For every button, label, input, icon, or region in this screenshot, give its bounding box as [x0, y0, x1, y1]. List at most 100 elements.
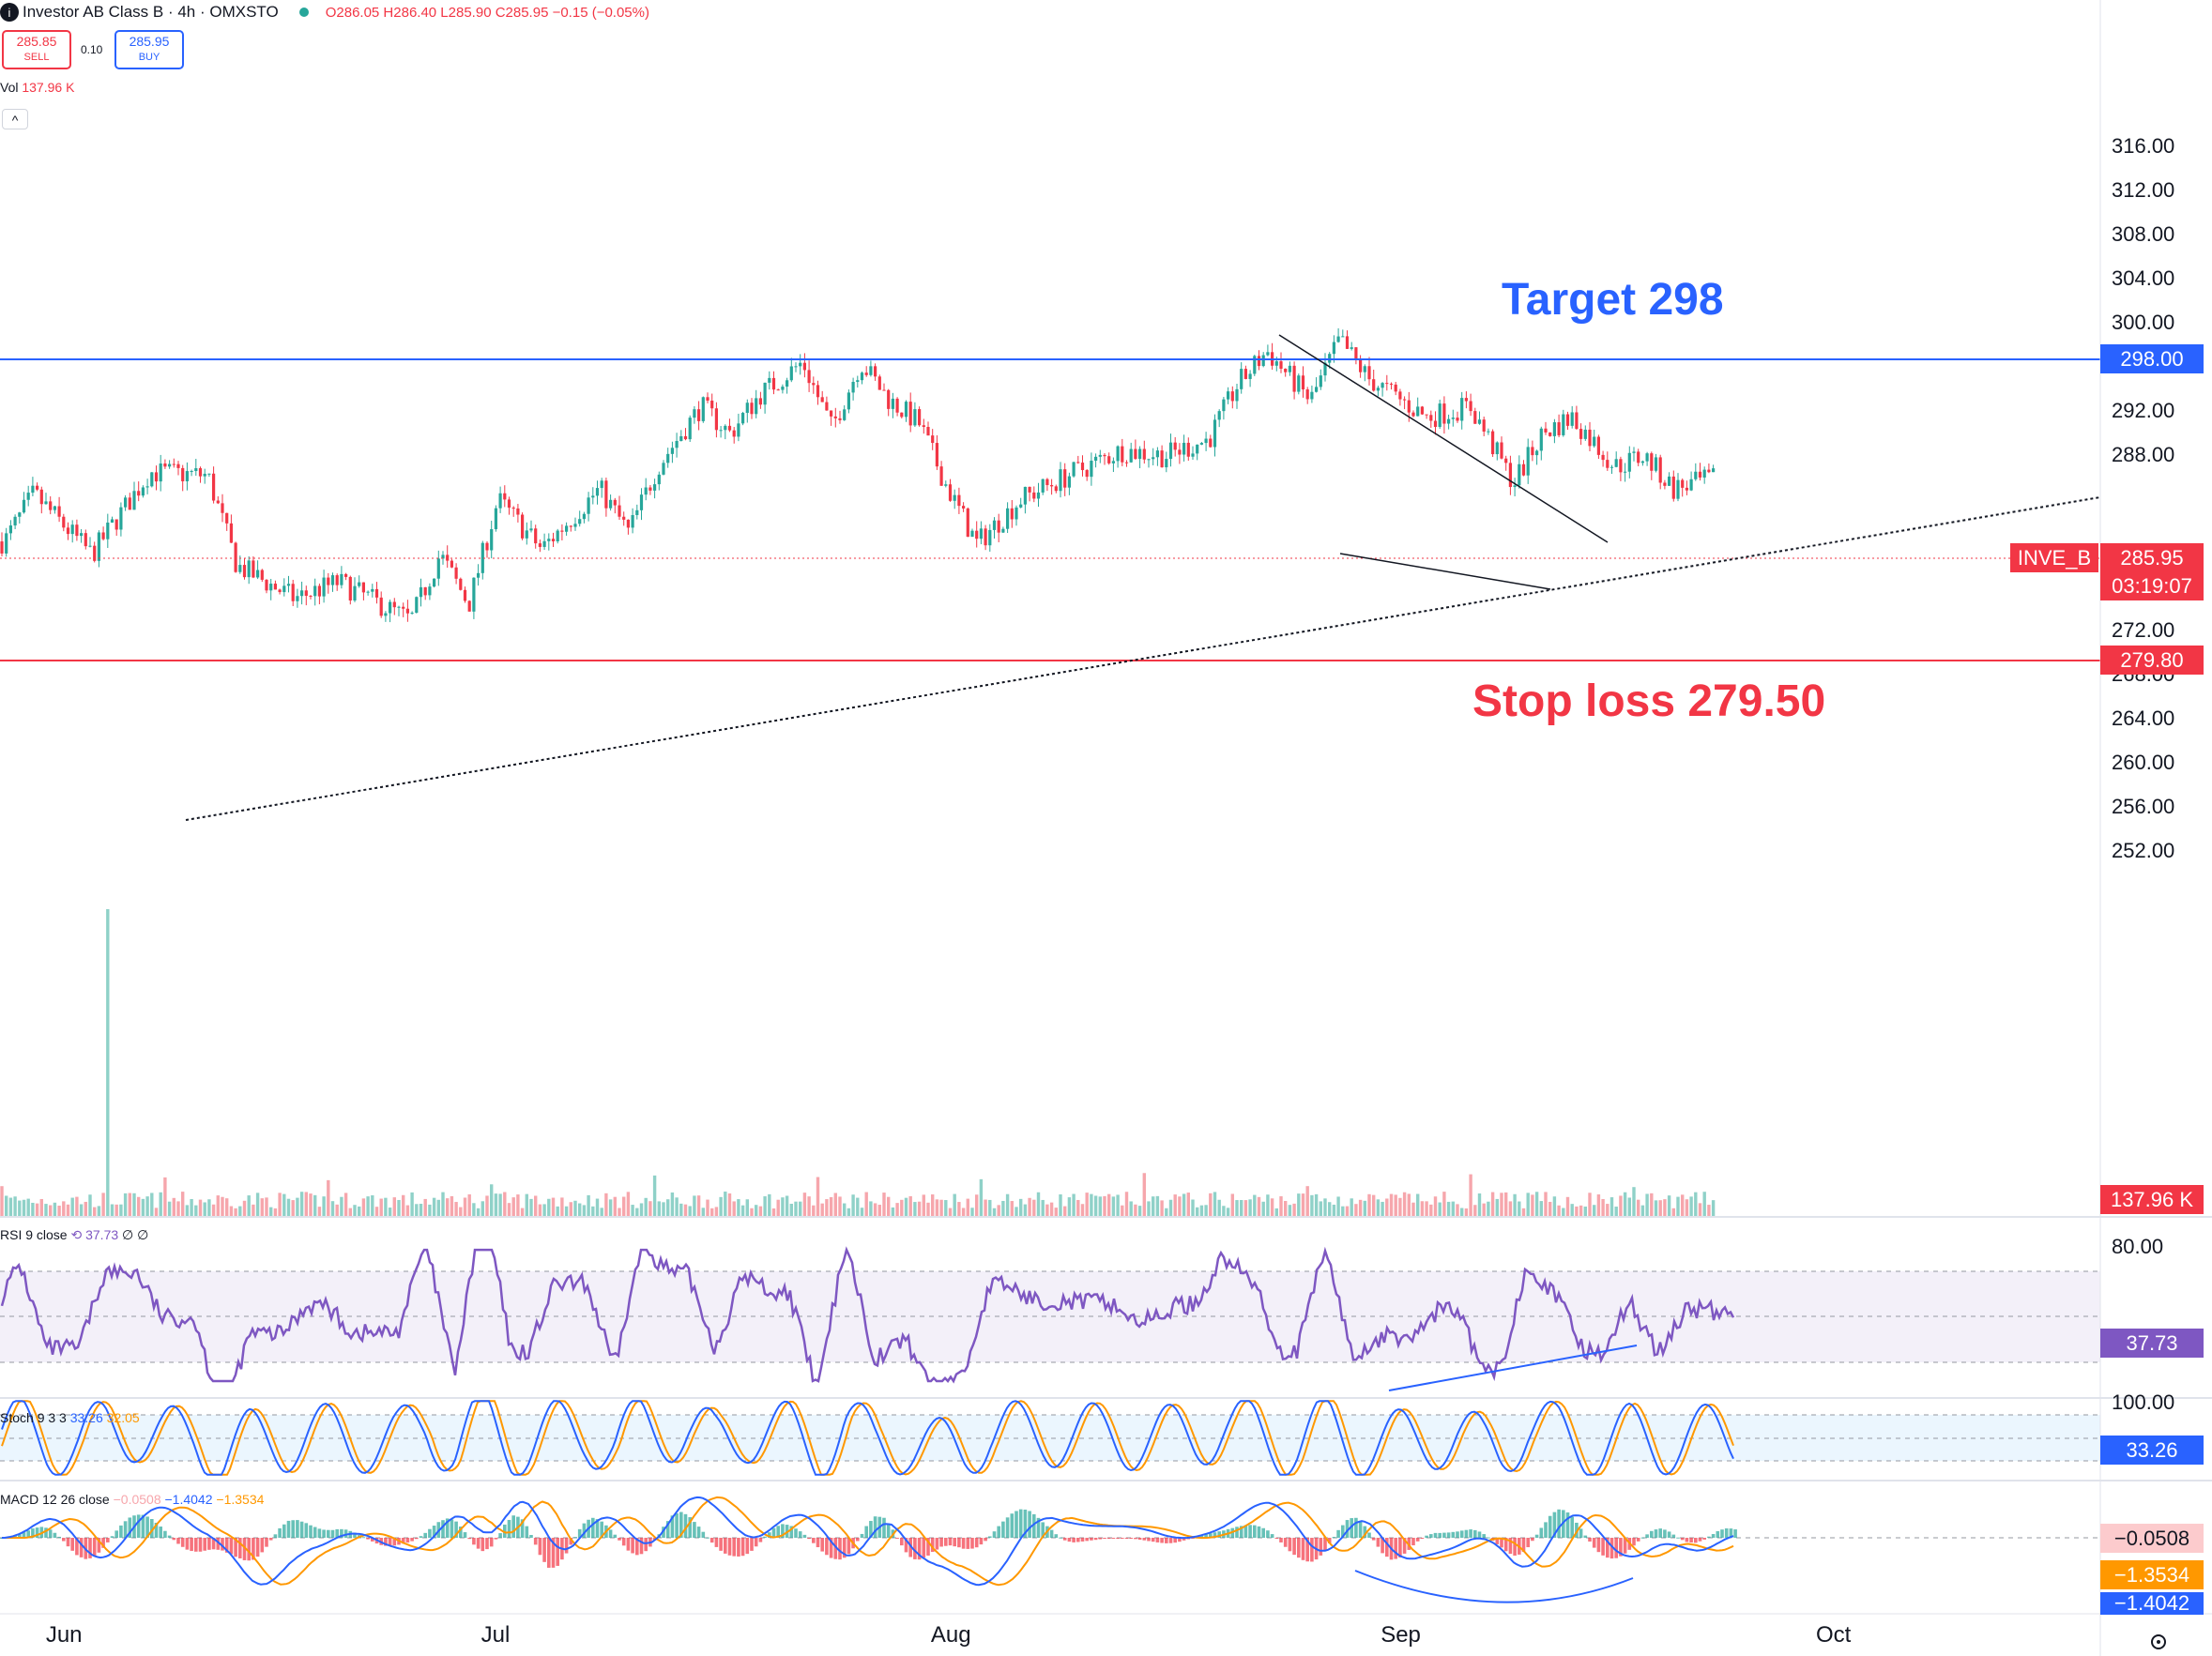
- rsi-toggle-icon[interactable]: ⟲: [70, 1227, 83, 1242]
- candle: [1328, 354, 1332, 363]
- volume-bar: [374, 1207, 379, 1216]
- candle: [13, 516, 17, 526]
- macd-histogram-bar: [423, 1532, 427, 1538]
- macd-histogram-bar: [564, 1538, 569, 1554]
- candle: [1403, 399, 1407, 401]
- volume-bar: [635, 1208, 639, 1216]
- volume-bar: [701, 1208, 705, 1216]
- rsi-legend[interactable]: RSI 9 close ⟲ 37.73 ∅ ∅: [0, 1227, 148, 1243]
- macd-histogram-bar: [1601, 1538, 1605, 1556]
- macd-histogram-bar: [198, 1538, 203, 1552]
- stoch-d-value: 32.05: [106, 1410, 140, 1425]
- volume-bar: [1103, 1195, 1106, 1216]
- candle: [992, 520, 997, 530]
- candle: [137, 491, 141, 496]
- volume-bar: [917, 1201, 922, 1216]
- candle: [547, 539, 551, 541]
- volume-bar: [843, 1203, 847, 1216]
- macd-histogram-bar: [1301, 1538, 1305, 1560]
- volume-bar: [507, 1203, 511, 1216]
- volume-bar: [181, 1192, 185, 1216]
- macd-histogram-bar: [481, 1538, 485, 1552]
- macd-histogram-bar: [709, 1538, 714, 1543]
- macd-histogram-bar: [1235, 1527, 1239, 1538]
- rsi-pane[interactable]: [0, 1246, 2100, 1391]
- candle: [1363, 366, 1366, 372]
- candle: [1681, 479, 1685, 488]
- volume-bar: [1689, 1196, 1693, 1216]
- volume-bar: [1178, 1196, 1182, 1216]
- macd-histogram-bar: [268, 1538, 273, 1541]
- scale-settings-icon[interactable]: [2151, 1634, 2166, 1649]
- macd-pane[interactable]: [0, 1496, 2100, 1603]
- volume-bar: [847, 1208, 851, 1216]
- candle: [882, 389, 886, 391]
- volume-bar: [1645, 1193, 1649, 1216]
- candle: [265, 579, 268, 591]
- volume-bar: [1217, 1199, 1221, 1216]
- volume-bar: [159, 1192, 162, 1216]
- macd-histogram-bar: [53, 1532, 57, 1538]
- candle: [688, 418, 692, 440]
- macd-histogram-bar: [1062, 1538, 1067, 1541]
- volume-bar: [591, 1206, 595, 1216]
- candle: [816, 385, 820, 398]
- macd-bottom-arc[interactable]: [1354, 1570, 1634, 1603]
- volume-bar: [724, 1192, 727, 1216]
- volume-bar: [604, 1193, 608, 1216]
- macd-histogram-bar: [278, 1527, 282, 1538]
- macd-histogram-bar: [309, 1525, 313, 1538]
- main-pane[interactable]: [0, 327, 2101, 1216]
- falling-resistance-trendline[interactable]: [1278, 334, 1609, 543]
- volume-bar: [1358, 1199, 1363, 1216]
- macd-histogram-bar: [119, 1525, 123, 1538]
- volume-bar: [358, 1206, 361, 1216]
- volume-bar: [353, 1205, 357, 1216]
- macd-histogram-bar: [1482, 1534, 1486, 1538]
- volume-bar: [211, 1204, 216, 1216]
- stop-loss-annotation[interactable]: Stop loss 279.50: [1472, 676, 1826, 726]
- candle: [313, 585, 317, 597]
- volume-bar: [1407, 1193, 1411, 1216]
- macd-histogram-bar: [608, 1529, 613, 1538]
- volume-bar: [441, 1192, 445, 1216]
- volume-bar: [1460, 1208, 1464, 1216]
- macd-histogram-bar: [472, 1538, 476, 1545]
- candle: [39, 489, 43, 505]
- volume-bar: [931, 1194, 935, 1216]
- volume-bar: [1544, 1192, 1548, 1216]
- candle: [542, 540, 546, 547]
- candle: [300, 590, 304, 597]
- stoch-pane[interactable]: [0, 1400, 2100, 1476]
- volume-bar: [472, 1203, 476, 1216]
- macd-histogram-bar: [696, 1527, 701, 1538]
- collapse-legend-button[interactable]: ^: [2, 109, 28, 129]
- falling-support-trendline[interactable]: [1339, 553, 1551, 590]
- macd-histogram-bar: [1327, 1538, 1332, 1543]
- macd-histogram-bar: [296, 1520, 299, 1538]
- volume-bar: [467, 1193, 471, 1216]
- symbol-title[interactable]: Investor AB Class B · 4h · OMXSTO: [23, 3, 279, 21]
- time-tick-label: Oct: [1816, 1622, 1852, 1648]
- buy-button[interactable]: 285.95 BUY: [114, 30, 184, 69]
- macd-histogram-bar: [1438, 1532, 1442, 1538]
- volume-bar: [953, 1193, 956, 1216]
- volume-bar: [1093, 1195, 1098, 1216]
- macd-histogram-bar: [992, 1531, 997, 1538]
- rising-support-trendline[interactable]: [185, 496, 2101, 821]
- stoch-legend[interactable]: Stoch 9 3 3 33.26 32.05: [0, 1410, 140, 1425]
- volume-bar: [1402, 1192, 1407, 1216]
- candle: [565, 525, 569, 532]
- volume-bar: [556, 1206, 559, 1216]
- candle: [516, 508, 520, 515]
- candle: [1694, 471, 1698, 479]
- candle: [1526, 447, 1530, 476]
- macd-legend[interactable]: MACD 12 26 close −0.0508 −1.4042 −1.3534: [0, 1492, 264, 1507]
- target-annotation[interactable]: Target 298: [1502, 275, 1724, 325]
- sell-button[interactable]: 285.85 SELL: [2, 30, 71, 69]
- volume-bar: [1090, 1193, 1093, 1216]
- rsi-divergence-line[interactable]: [1388, 1345, 1638, 1391]
- macd-histogram-bar: [476, 1538, 481, 1549]
- volume-legend[interactable]: Vol 137.96 K: [0, 80, 74, 95]
